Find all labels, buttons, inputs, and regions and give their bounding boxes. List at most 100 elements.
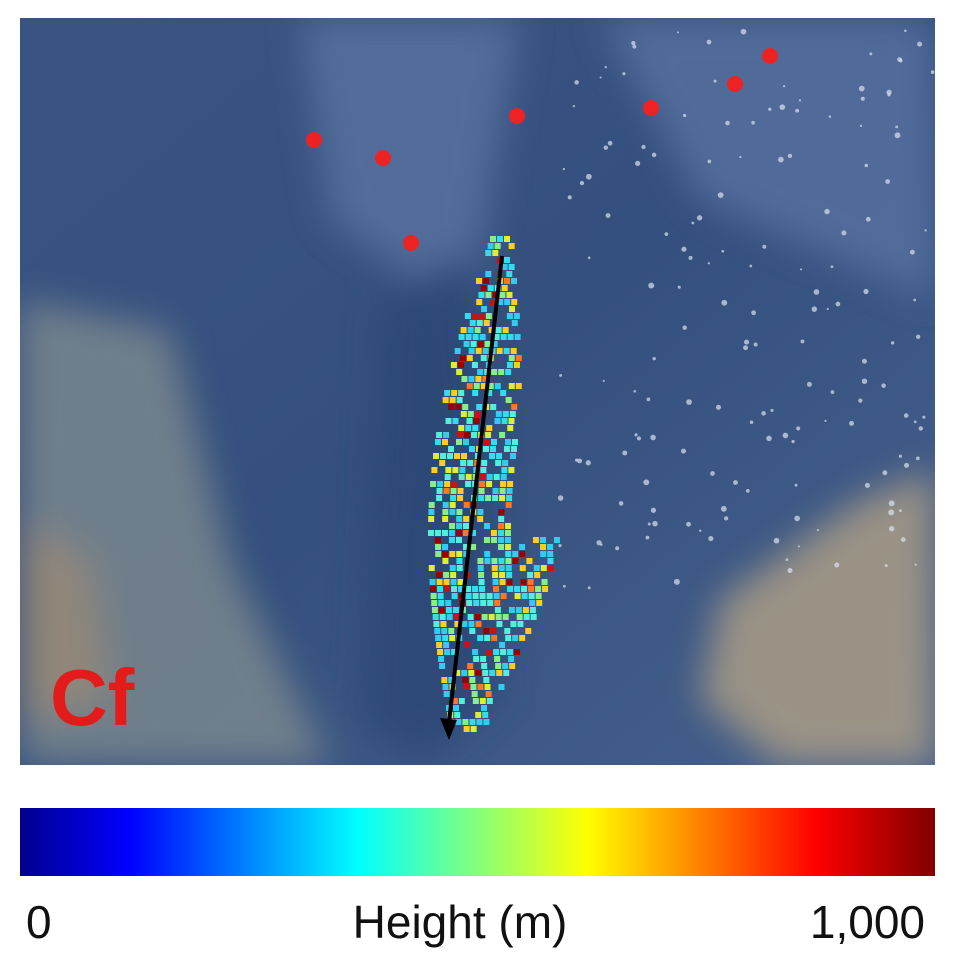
- panel-label: Cf: [50, 653, 135, 742]
- height-pixel: [473, 383, 480, 389]
- speck: [633, 390, 637, 393]
- height-pixel: [490, 236, 496, 242]
- height-pixel: [439, 614, 446, 620]
- height-pixel: [470, 684, 477, 690]
- height-pixel: [442, 397, 449, 403]
- height-pixel: [441, 628, 448, 634]
- height-pixel: [467, 614, 474, 620]
- height-pixel: [455, 537, 462, 543]
- speck: [647, 522, 651, 526]
- height-pixel: [463, 726, 470, 732]
- height-pixel: [452, 607, 459, 613]
- height-pixel: [484, 551, 491, 557]
- speck: [811, 306, 818, 312]
- height-pixel: [498, 565, 505, 571]
- height-pixel: [469, 719, 476, 725]
- speck: [800, 268, 803, 271]
- height-pixel: [457, 362, 464, 368]
- height-pixel: [471, 432, 478, 438]
- height-pixel: [475, 376, 482, 382]
- height-pixel: [438, 607, 445, 613]
- speck: [652, 520, 658, 527]
- speck: [740, 28, 747, 35]
- height-pixel: [458, 474, 465, 480]
- speck: [861, 378, 868, 384]
- height-pixel: [442, 551, 449, 557]
- height-pixel: [486, 593, 493, 599]
- height-pixel: [449, 551, 456, 557]
- height-pixel: [456, 516, 463, 522]
- speck: [707, 262, 710, 265]
- height-pixel: [461, 670, 468, 676]
- height-pixel: [472, 593, 479, 599]
- height-pixel: [448, 537, 455, 543]
- speck: [585, 173, 592, 180]
- height-pixel: [505, 551, 512, 557]
- height-pixel: [450, 488, 457, 494]
- height-pixel: [487, 600, 494, 606]
- height-pixel: [475, 621, 482, 627]
- height-pixel: [494, 383, 501, 389]
- height-pixel: [511, 320, 518, 326]
- height-pixel: [465, 334, 472, 340]
- height-pixel: [467, 460, 474, 466]
- height-pixel: [452, 467, 459, 473]
- height-pixel: [481, 306, 488, 312]
- speck: [762, 244, 767, 249]
- height-pixel: [505, 397, 512, 403]
- height-pixel: [486, 474, 493, 480]
- speck: [691, 221, 695, 225]
- speck: [599, 76, 602, 79]
- height-pixel: [510, 348, 517, 354]
- height-pixel: [456, 558, 463, 564]
- height-pixel: [498, 684, 505, 690]
- height-pixel: [505, 635, 512, 641]
- height-pixel: [490, 530, 497, 536]
- speck: [696, 215, 703, 221]
- speck: [618, 501, 624, 506]
- speck: [773, 537, 780, 544]
- height-pixel: [506, 572, 513, 578]
- speck: [688, 255, 693, 260]
- height-pixel: [465, 425, 472, 431]
- height-pixel: [498, 523, 505, 529]
- speck: [622, 72, 626, 76]
- colorbar-max: 1,000: [810, 896, 925, 948]
- speck: [681, 246, 687, 252]
- height-pixel: [500, 649, 507, 655]
- height-pixel: [434, 628, 441, 634]
- height-pixel: [458, 334, 465, 340]
- height-pixel: [463, 502, 470, 508]
- height-pixel: [433, 453, 440, 459]
- height-pixel: [443, 642, 450, 648]
- height-pixel: [490, 537, 497, 543]
- speck: [899, 509, 902, 512]
- speck: [824, 208, 830, 215]
- height-pixel: [480, 383, 487, 389]
- height-pixel: [471, 691, 478, 697]
- height-pixel: [473, 600, 480, 606]
- height-pixel: [478, 313, 485, 319]
- height-pixel: [506, 271, 513, 277]
- height-pixel: [511, 439, 518, 445]
- height-pixel: [468, 621, 475, 627]
- height-pixel: [503, 670, 510, 676]
- speck: [585, 460, 591, 466]
- speck: [575, 458, 579, 462]
- speck: [559, 373, 563, 377]
- speck: [768, 107, 772, 111]
- speck: [885, 179, 891, 184]
- height-pixel: [430, 593, 437, 599]
- height-pixel: [490, 628, 497, 634]
- speck: [646, 397, 651, 402]
- speck: [652, 356, 656, 361]
- speck: [587, 586, 591, 590]
- height-pixel: [530, 614, 537, 620]
- height-pixel: [492, 250, 499, 256]
- height-pixel: [511, 299, 518, 305]
- height-pixel: [431, 600, 438, 606]
- height-pixel: [477, 369, 484, 375]
- height-pixel: [498, 544, 505, 550]
- speck: [797, 545, 800, 548]
